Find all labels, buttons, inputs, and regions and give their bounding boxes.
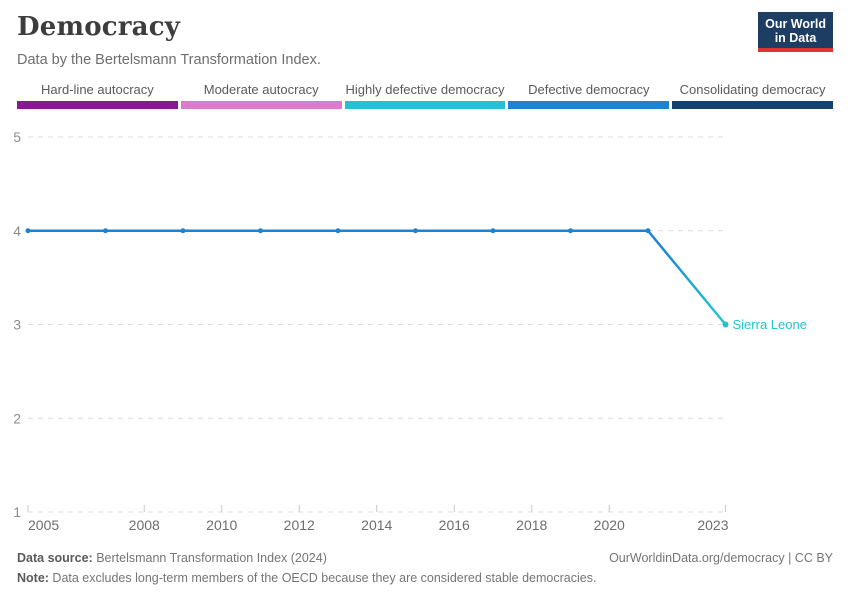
note-label: Note: (17, 571, 49, 585)
legend-color-bar (344, 101, 506, 109)
footer-url-license[interactable]: OurWorldinData.org/democracy | CC BY (609, 551, 833, 565)
y-axis-label-1: 1 (13, 504, 21, 520)
regime-category-legend: Hard-line autocracy Moderate autocracy H… (17, 82, 833, 109)
data-point-2011[interactable] (258, 228, 263, 234)
x-axis-label-2023: 2023 (697, 517, 728, 533)
data-source-line: Data source: Bertelsmann Transformation … (17, 548, 327, 568)
x-axis-label-2018: 2018 (516, 517, 547, 533)
x-axis-label-2008: 2008 (129, 517, 160, 533)
x-axis-label-2010: 2010 (206, 517, 237, 533)
trend-line-drop[interactable] (646, 229, 727, 326)
legend-label: Highly defective democracy (345, 82, 505, 97)
data-point-2005[interactable] (25, 228, 31, 234)
legend-color-bar (672, 101, 833, 109)
data-source-text: Bertelsmann Transformation Index (2024) (92, 551, 327, 565)
data-point-2021[interactable] (645, 228, 651, 234)
legend-color-bar (17, 101, 178, 109)
chart-footer: Data source: Bertelsmann Transformation … (17, 548, 833, 588)
legend-item-hardline-autocracy: Hard-line autocracy (17, 82, 178, 109)
note-line: Note: Data excludes long-term members of… (17, 568, 833, 588)
y-axis-label-4: 4 (13, 223, 21, 239)
data-point-2009[interactable] (180, 228, 186, 234)
y-axis-label-3: 3 (13, 317, 21, 333)
legend-item-defective-democracy: Defective democracy (508, 82, 670, 109)
data-source-label: Data source: (17, 551, 93, 565)
legend-color-bar (508, 101, 670, 109)
y-axis-label-5: 5 (13, 129, 21, 145)
x-axis-label-2012: 2012 (284, 517, 315, 533)
data-point-2015[interactable] (413, 228, 418, 234)
legend-label: Consolidating democracy (679, 82, 826, 97)
y-axis-label-2: 2 (13, 410, 21, 426)
legend-label: Moderate autocracy (203, 82, 319, 97)
legend-label: Hard-line autocracy (41, 82, 154, 97)
chart-title: Democracy (17, 12, 181, 42)
owid-logo-line2: in Data (774, 31, 817, 45)
legend-item-highly-defective-democracy: Highly defective democracy (344, 82, 506, 109)
data-point-2013[interactable] (335, 228, 341, 234)
legend-item-moderate-autocracy: Moderate autocracy (180, 82, 342, 109)
note-text: Data excludes long-term members of the O… (48, 571, 597, 585)
series-label-sierra-leone[interactable]: Sierra Leone (733, 317, 807, 332)
owid-logo: Our World in Data (758, 12, 833, 52)
chart-subtitle: Data by the Bertelsmann Transformation I… (17, 52, 321, 68)
x-axis-label-2005: 2005 (28, 517, 59, 533)
data-point-2023[interactable] (722, 321, 729, 328)
data-point-2007[interactable] (103, 228, 108, 234)
data-point-2019[interactable] (568, 228, 573, 234)
owid-logo-line1: Our World (765, 17, 826, 31)
legend-color-bar (180, 101, 342, 109)
data-point-2017[interactable] (490, 228, 496, 234)
x-axis-label-2016: 2016 (439, 517, 470, 533)
x-axis-label-2014: 2014 (361, 517, 392, 533)
x-axis-label-2020: 2020 (594, 517, 625, 533)
legend-item-consolidating-democracy: Consolidating democracy (672, 82, 833, 109)
legend-label: Defective democracy (528, 82, 650, 97)
